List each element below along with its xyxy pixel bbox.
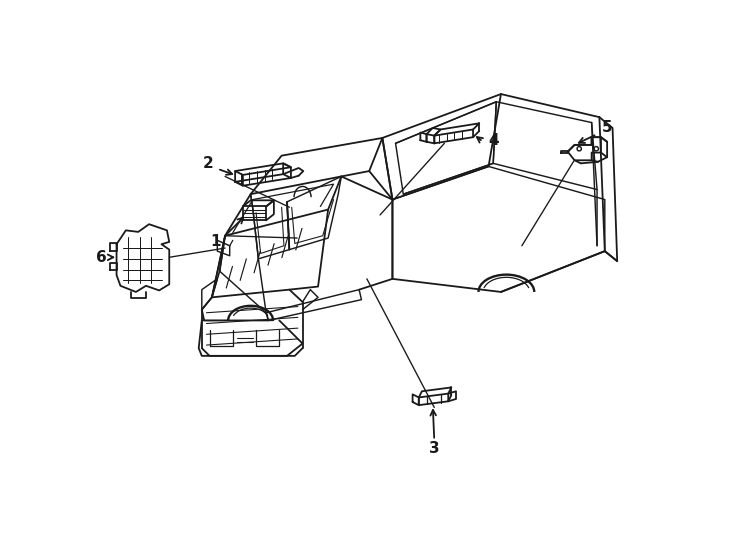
Text: 4: 4	[488, 133, 498, 148]
Text: 1: 1	[211, 234, 221, 249]
Text: 2: 2	[203, 156, 214, 171]
Text: 5: 5	[602, 120, 612, 136]
Text: 6: 6	[95, 250, 106, 265]
Text: 3: 3	[429, 441, 440, 456]
